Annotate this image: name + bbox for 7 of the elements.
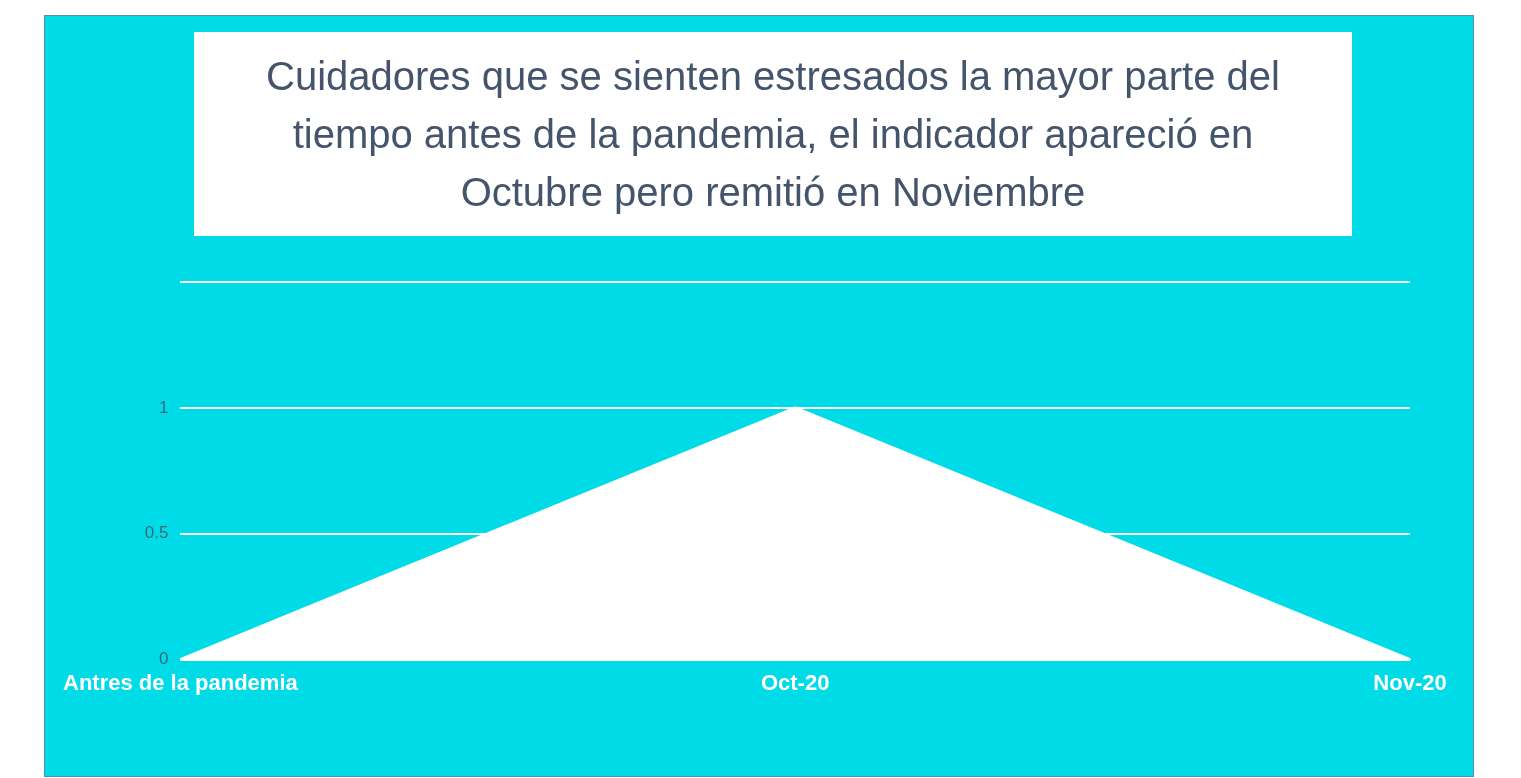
- x-tick-label: Oct-20: [760, 669, 830, 695]
- y-tick-label: 0.5: [144, 523, 169, 543]
- x-tick-label: Antres de la pandemia: [62, 669, 299, 695]
- chart-title: Cuidadores que se sienten estresados la mayor parte del tiempo antes de la pandemia, el indicador apareció en Octubre pero remitió en Noviembre: [194, 32, 1352, 236]
- x-tick-label: Nov-20: [1373, 669, 1447, 695]
- y-tick-label: 1: [158, 397, 169, 417]
- y-tick-label: 0: [158, 649, 169, 669]
